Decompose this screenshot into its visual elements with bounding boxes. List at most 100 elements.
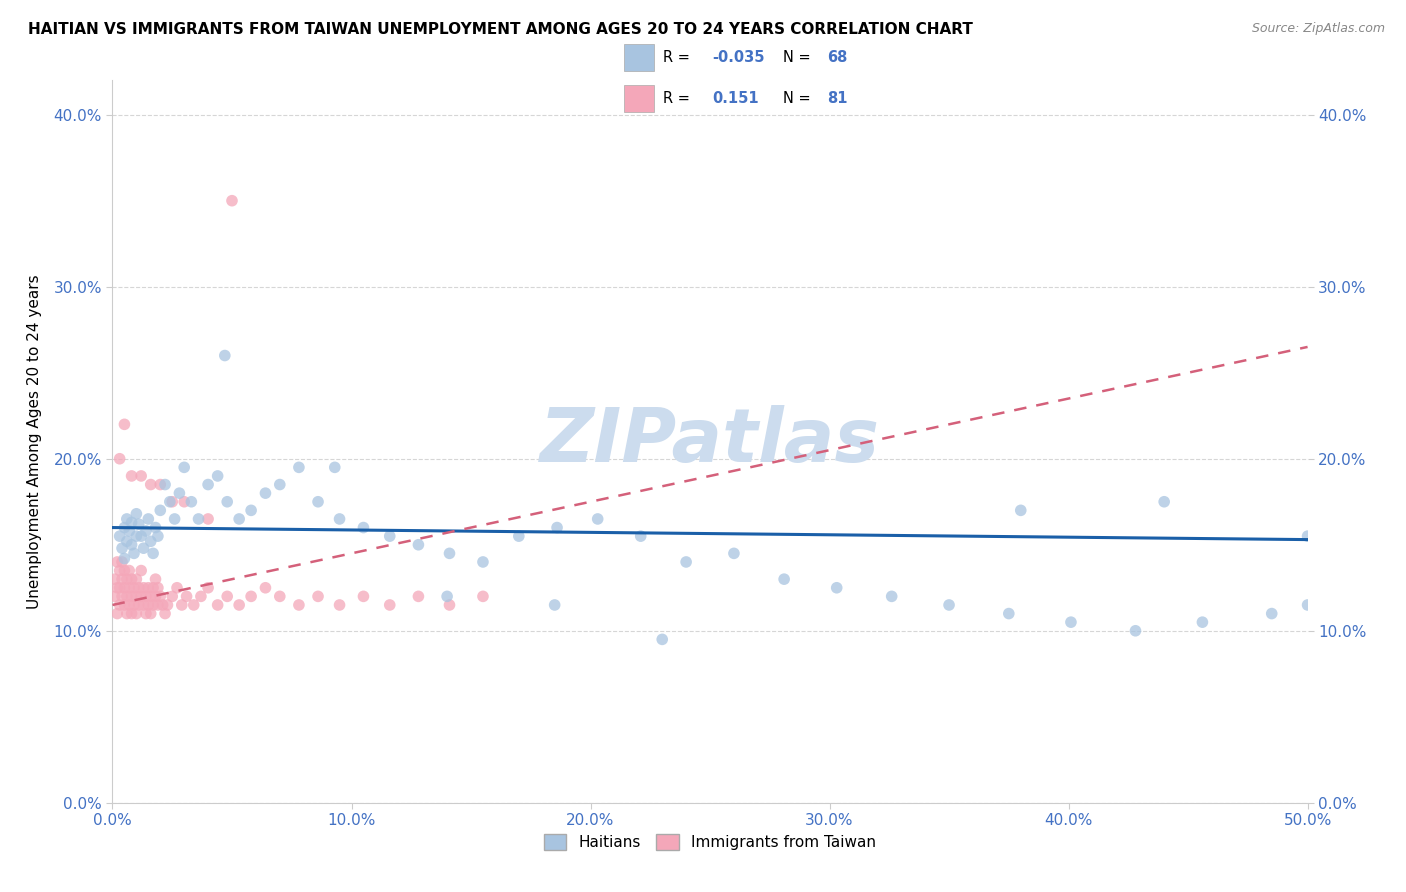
Point xyxy=(169,486,191,500)
Point xyxy=(122,546,145,560)
Point xyxy=(128,598,150,612)
Point xyxy=(105,555,128,569)
Point xyxy=(187,512,209,526)
Point xyxy=(114,417,135,432)
Text: R =: R = xyxy=(662,91,695,106)
Point xyxy=(163,512,186,526)
Point xyxy=(329,598,352,612)
Point xyxy=(138,598,160,612)
Point xyxy=(880,590,903,604)
Point xyxy=(132,598,155,612)
Point xyxy=(122,598,145,612)
Point xyxy=(197,581,219,595)
Point xyxy=(378,598,401,612)
Point xyxy=(121,607,143,621)
Point xyxy=(108,598,131,612)
Point xyxy=(1261,607,1284,621)
Point xyxy=(145,572,167,586)
Point xyxy=(111,555,134,569)
Point xyxy=(240,590,263,604)
Point xyxy=(170,598,193,612)
Point xyxy=(1153,494,1175,508)
Point xyxy=(1191,615,1213,630)
Point xyxy=(214,349,236,363)
Point xyxy=(121,590,143,604)
Point xyxy=(938,598,960,612)
Point xyxy=(118,524,141,538)
Point xyxy=(115,590,138,604)
Point xyxy=(121,572,143,586)
Point xyxy=(142,581,165,595)
Point xyxy=(439,598,461,612)
Point xyxy=(651,632,673,647)
Text: N =: N = xyxy=(783,50,815,65)
Point xyxy=(240,503,263,517)
FancyBboxPatch shape xyxy=(624,45,654,71)
Point xyxy=(135,590,157,604)
Point xyxy=(323,460,346,475)
Point xyxy=(221,194,243,208)
Point xyxy=(436,590,458,604)
Point xyxy=(352,590,374,604)
Point xyxy=(115,572,138,586)
Point xyxy=(408,590,430,604)
Point xyxy=(118,598,141,612)
Point xyxy=(111,572,134,586)
Point xyxy=(129,469,152,483)
Point xyxy=(254,486,277,500)
Point xyxy=(1060,615,1083,630)
Point xyxy=(135,524,157,538)
Point xyxy=(139,534,162,549)
Point xyxy=(176,590,198,604)
Point xyxy=(121,538,143,552)
Point xyxy=(288,598,311,612)
Point xyxy=(675,555,697,569)
Point xyxy=(153,477,176,491)
Point xyxy=(129,529,152,543)
Point xyxy=(111,590,134,604)
Point xyxy=(132,541,155,556)
Point xyxy=(329,512,352,526)
Point xyxy=(307,494,329,508)
Point xyxy=(472,590,495,604)
Point xyxy=(1296,529,1319,543)
Point xyxy=(307,590,329,604)
Point xyxy=(472,555,495,569)
Point xyxy=(439,546,461,560)
Point xyxy=(149,590,172,604)
Point xyxy=(115,607,138,621)
Point xyxy=(543,598,565,612)
Point xyxy=(104,590,127,604)
Point xyxy=(138,581,160,595)
Point xyxy=(121,469,143,483)
Point xyxy=(269,590,291,604)
Text: R =: R = xyxy=(662,50,695,65)
Point xyxy=(153,607,176,621)
Point xyxy=(217,494,239,508)
Point xyxy=(105,607,128,621)
Point xyxy=(149,477,172,491)
Point xyxy=(139,477,162,491)
Text: N =: N = xyxy=(783,91,815,106)
Point xyxy=(825,581,848,595)
Point xyxy=(108,581,131,595)
Point xyxy=(162,590,183,604)
Point xyxy=(1125,624,1147,638)
Point xyxy=(197,477,219,491)
Point xyxy=(122,581,145,595)
Point xyxy=(1296,598,1319,612)
Point xyxy=(142,598,165,612)
Point xyxy=(162,494,183,508)
Point xyxy=(145,520,167,534)
Text: 81: 81 xyxy=(827,91,848,106)
Point xyxy=(114,598,135,612)
Y-axis label: Unemployment Among Ages 20 to 24 years: Unemployment Among Ages 20 to 24 years xyxy=(28,274,42,609)
Point xyxy=(135,607,157,621)
Point xyxy=(108,451,131,466)
Point xyxy=(142,546,165,560)
Point xyxy=(139,590,162,604)
Text: HAITIAN VS IMMIGRANTS FROM TAIWAN UNEMPLOYMENT AMONG AGES 20 TO 24 YEARS CORRELA: HAITIAN VS IMMIGRANTS FROM TAIWAN UNEMPL… xyxy=(28,22,973,37)
Point xyxy=(149,503,172,517)
FancyBboxPatch shape xyxy=(624,85,654,112)
Point xyxy=(139,607,162,621)
